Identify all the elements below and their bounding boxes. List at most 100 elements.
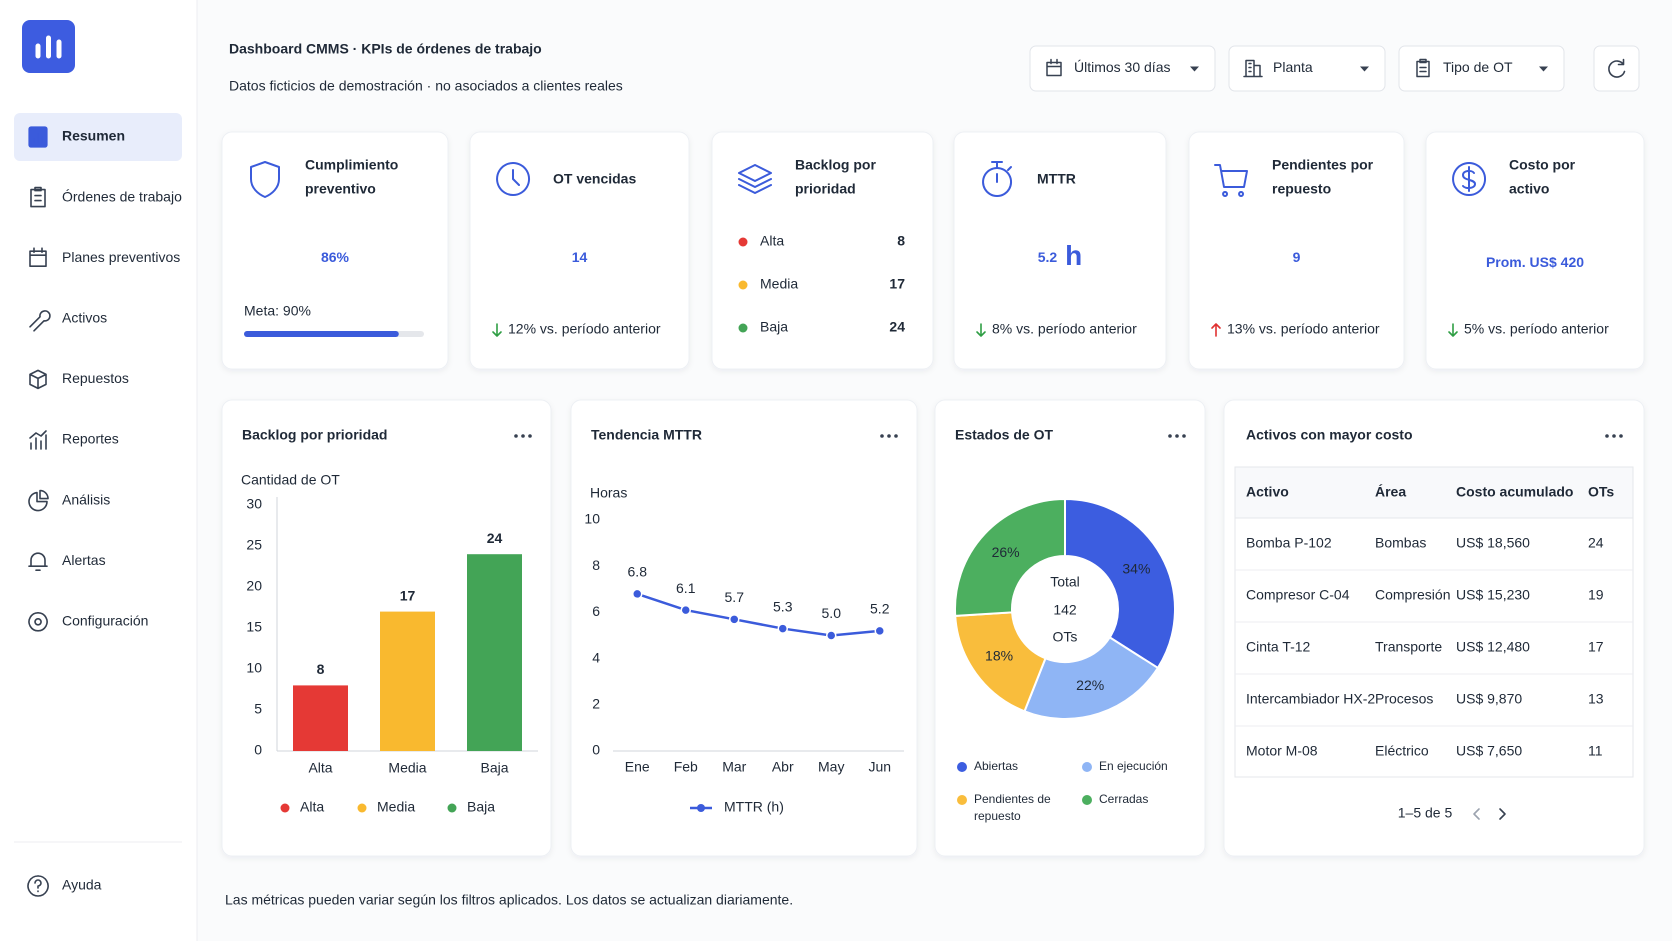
- legend-item[interactable]: MTTR (h): [690, 799, 784, 815]
- table-header: Área: [1375, 484, 1406, 500]
- x-tick-label: Baja: [480, 760, 508, 776]
- nav-item[interactable]: Análisis: [28, 489, 110, 512]
- y-tick-label: 30: [246, 496, 262, 512]
- legend-label: Cerradas: [1099, 792, 1149, 806]
- y-tick-label: 0: [254, 742, 262, 758]
- card-menu[interactable]: [1168, 434, 1186, 438]
- help-link[interactable]: Ayuda: [27, 875, 102, 897]
- kpi-value-text: Prom. US$ 420: [1486, 254, 1584, 270]
- legend-item[interactable]: Media: [357, 799, 416, 815]
- nav-label: Repuestos: [62, 370, 129, 386]
- y-tick-label: 20: [246, 578, 262, 594]
- legend-item[interactable]: Abiertas: [957, 758, 1070, 798]
- chart-card: [934, 399, 1206, 857]
- x-tick-label: Ene: [625, 759, 650, 775]
- card-menu[interactable]: [1605, 434, 1623, 438]
- table-cell: 24: [1588, 535, 1604, 551]
- donut-center-value: 142: [1053, 602, 1077, 618]
- nav-item[interactable]: Configuración: [28, 611, 148, 632]
- nav-item[interactable]: Activos: [29, 310, 107, 332]
- data-label: 5.7: [725, 589, 745, 605]
- bar: [467, 554, 522, 751]
- kpi-trend: 13% vs. período anterior: [1227, 321, 1380, 337]
- legend-label: Baja: [467, 799, 495, 815]
- nav-item[interactable]: Órdenes de trabajo: [30, 186, 182, 208]
- line-point: [632, 588, 643, 600]
- legend-marker: [697, 804, 705, 812]
- kpi-item-label: Media: [760, 276, 798, 292]
- card-menu[interactable]: [514, 434, 532, 438]
- filter-label: Planta: [1273, 59, 1313, 75]
- table-cell: Intercambiador HX-2: [1246, 691, 1375, 707]
- kpi-unit: h: [1065, 240, 1082, 271]
- data-label: 6.8: [628, 564, 648, 580]
- filter-dropdown[interactable]: Tipo de OT: [1398, 45, 1565, 92]
- filter-box: [1029, 45, 1216, 92]
- pagination-prev[interactable]: [1473, 808, 1480, 820]
- legend-label: MTTR (h): [724, 799, 784, 815]
- menu-dot: [514, 434, 518, 438]
- data-label: 18%: [985, 648, 1013, 664]
- filter-dropdown[interactable]: Planta: [1228, 45, 1386, 92]
- menu-dot: [880, 434, 884, 438]
- menu-dot: [1175, 434, 1179, 438]
- y-tick-label: 5: [254, 701, 262, 717]
- kpi-value: 9: [1293, 249, 1301, 265]
- table-cell: 19: [1588, 587, 1604, 603]
- legend-label-box: Abiertas: [974, 759, 1018, 773]
- trend-arrow: [976, 323, 986, 337]
- trend-arrow: [1211, 323, 1221, 337]
- y-tick-label: 0: [592, 742, 600, 758]
- nav-label: Alertas: [62, 552, 106, 568]
- legend-label: En ejecución: [1099, 759, 1168, 773]
- nav-label: Órdenes de trabajo: [62, 188, 182, 204]
- nav-active-bg: [14, 113, 182, 161]
- line-point: [729, 614, 740, 625]
- x-tick-label: Mar: [722, 759, 746, 775]
- pie-slice: [1064, 497, 1176, 670]
- legend-item[interactable]: Pendientes de repuesto: [957, 791, 1070, 831]
- filter-label: Últimos 30 días: [1074, 59, 1170, 75]
- refresh-button[interactable]: [1593, 45, 1640, 92]
- logo[interactable]: [22, 20, 75, 73]
- legend-dot: [1082, 795, 1092, 805]
- kpi-title: prioridad: [795, 181, 856, 197]
- table-cell: Procesos: [1375, 691, 1433, 707]
- line-point: [826, 630, 837, 641]
- card-menu[interactable]: [880, 434, 898, 438]
- table-cell: US$ 12,480: [1456, 639, 1530, 655]
- legend-item[interactable]: Cerradas: [1082, 791, 1195, 831]
- kpi-icon: [1214, 164, 1248, 197]
- nav-item[interactable]: Planes preventivos: [29, 247, 180, 268]
- menu-dot: [894, 434, 898, 438]
- data-label: 5.0: [822, 605, 842, 621]
- kpi-value: 86%: [321, 249, 350, 265]
- kpi-value-text: 86%: [321, 249, 350, 265]
- nav-item[interactable]: Alertas: [28, 552, 106, 572]
- data-label: 6.1: [676, 580, 696, 596]
- kpi-value: 5.2 h: [1038, 240, 1083, 271]
- legend-item[interactable]: En ejecución: [1082, 758, 1195, 798]
- pagination-next[interactable]: [1499, 808, 1506, 820]
- legend-dot: [357, 803, 367, 813]
- chart-card: [570, 399, 918, 857]
- bar: [293, 685, 348, 751]
- nav-item[interactable]: Reportes: [29, 430, 119, 450]
- legend-item[interactable]: Alta: [280, 799, 325, 815]
- data-label: 22%: [1076, 677, 1104, 693]
- help-label: Ayuda: [62, 877, 102, 893]
- table-cell: 17: [1588, 639, 1604, 655]
- nav-icon: [29, 369, 47, 390]
- filter-dropdown[interactable]: Últimos 30 días: [1029, 45, 1216, 92]
- legend-item[interactable]: Baja: [447, 799, 496, 815]
- table-cell: 13: [1588, 691, 1604, 707]
- nav-item[interactable]: Repuestos: [29, 369, 129, 390]
- kpi-value-text: 14: [572, 249, 588, 265]
- filter-label: Tipo de OT: [1443, 59, 1513, 75]
- nav-item[interactable]: Resumen: [14, 113, 182, 161]
- data-label: 17: [400, 587, 416, 603]
- kpi-icon: [1452, 162, 1487, 196]
- kpi-title: Costo por: [1509, 157, 1576, 173]
- page-subtitle: Datos ficticios de demostración · no aso…: [229, 78, 623, 94]
